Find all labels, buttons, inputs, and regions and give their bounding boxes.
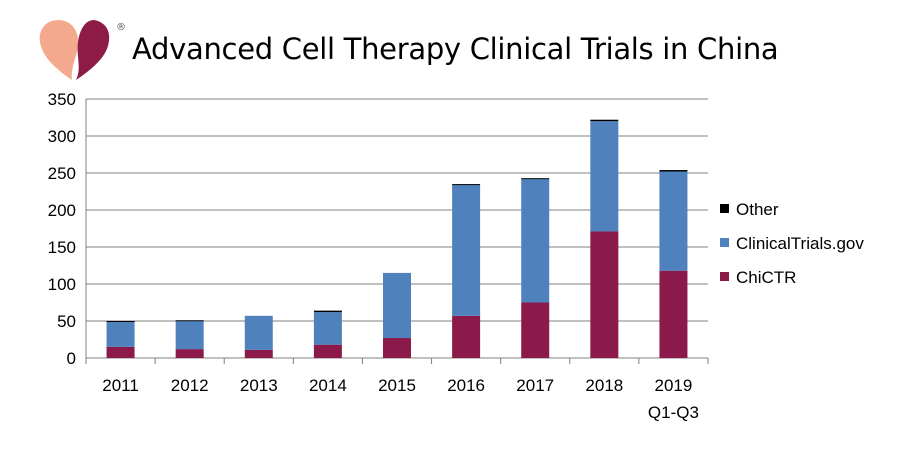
bar-segment-other	[590, 119, 619, 122]
bar-segment-chictr	[175, 349, 204, 358]
bar-segment-clinicaltrials-gov	[590, 121, 619, 232]
bar-segment-chictr	[106, 346, 135, 358]
bar-segment-chictr	[659, 270, 688, 358]
x-tick-label: 2017	[516, 376, 554, 395]
bar-segment-clinicaltrials-gov	[521, 178, 550, 303]
legend-label: ClinicalTrials.gov	[736, 234, 864, 253]
x-tick-label: 2016	[447, 376, 485, 395]
x-tick-label: 2015	[378, 376, 416, 395]
x-tick-label: 2012	[171, 376, 209, 395]
bar-segment-chictr	[590, 231, 619, 358]
chart-title: Advanced Cell Therapy Clinical Trials in…	[132, 32, 779, 66]
bar-segment-chictr	[521, 302, 550, 358]
bar-segment-chictr	[313, 344, 342, 358]
y-tick-label: 200	[48, 201, 76, 220]
legend-swatch	[720, 272, 729, 281]
x-tick-label: 2019	[655, 376, 693, 395]
legend-swatch	[720, 238, 729, 247]
y-tick-label: 0	[67, 349, 76, 368]
bar-segment-other	[175, 320, 204, 322]
legend-label: ChiCTR	[736, 268, 796, 287]
y-tick-label: 150	[48, 238, 76, 257]
bar-segment-clinicaltrials-gov	[106, 321, 135, 347]
bar-segment-other	[313, 310, 342, 313]
logo-right-petal	[76, 20, 110, 80]
bar-segment-other	[452, 184, 481, 186]
bar-segment-other	[106, 321, 135, 322]
x-tick-label: 2014	[309, 376, 347, 395]
bar-segment-other	[521, 178, 550, 180]
bar-segment-chictr	[244, 349, 273, 358]
x-tick-label: Q1-Q3	[648, 403, 699, 422]
bar-segment-clinicaltrials-gov	[244, 315, 273, 350]
y-tick-label: 50	[57, 312, 76, 331]
bar-segment-clinicaltrials-gov	[659, 171, 688, 271]
legend-swatch	[720, 204, 729, 213]
x-tick-label: 2013	[240, 376, 278, 395]
bar-segment-other	[659, 170, 688, 172]
bar-segment-clinicaltrials-gov	[313, 312, 342, 345]
bar-segment-clinicaltrials-gov	[452, 184, 481, 316]
y-tick-label: 250	[48, 164, 76, 183]
legend-label: Other	[736, 200, 779, 219]
y-tick-label: 300	[48, 127, 76, 146]
bar-segment-clinicaltrials-gov	[383, 272, 411, 339]
registered-mark: ®	[116, 22, 126, 33]
company-logo: ®	[36, 18, 132, 82]
bar-segment-clinicaltrials-gov	[175, 321, 204, 350]
y-tick-label: 350	[48, 90, 76, 109]
logo-left-petal	[39, 20, 79, 80]
bar-segment-chictr	[452, 315, 481, 358]
x-tick-label: 2018	[585, 376, 623, 395]
bar-segment-chictr	[383, 338, 411, 358]
x-tick-label: 2011	[102, 376, 139, 395]
y-tick-label: 100	[48, 275, 76, 294]
